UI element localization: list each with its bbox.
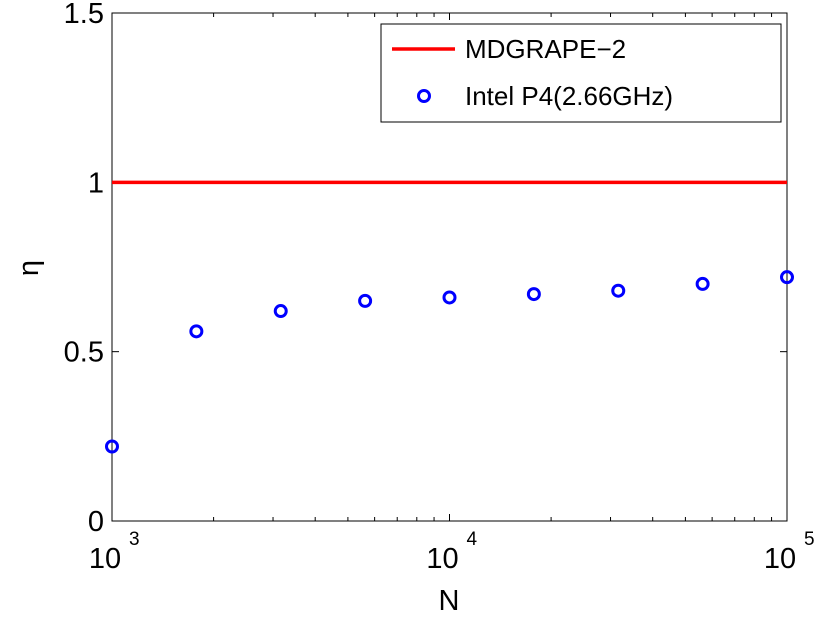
intel-p4-point xyxy=(695,276,710,291)
y-axis-label: η xyxy=(13,260,45,276)
x-tick-exponent: 5 xyxy=(804,529,815,550)
series-layer xyxy=(105,180,794,454)
x-tick-label: 10 xyxy=(89,543,121,575)
intel-p4-point xyxy=(526,287,541,302)
y-tick-label: 1.5 xyxy=(64,0,104,30)
intel-p4-point xyxy=(105,439,119,454)
axis-ticks xyxy=(111,12,788,522)
x-axis-label: N xyxy=(439,585,460,617)
axis-tick-labels: 0 0.5 1 1.5 10 3 10 4 10 5 xyxy=(64,0,815,575)
intel-p4-point xyxy=(442,290,457,305)
x-tick-exponent: 3 xyxy=(129,529,140,550)
intel-p4-point xyxy=(780,270,794,285)
legend: MDGRAPE−2 Intel P4(2.66GHz) xyxy=(380,23,782,123)
x-tick-label: 10 xyxy=(764,543,796,575)
intel-p4-point xyxy=(273,304,288,319)
y-tick-label: 0.5 xyxy=(64,337,104,369)
intel-p4-point xyxy=(189,324,204,339)
y-tick-label: 0 xyxy=(88,506,104,538)
y-tick-label: 1 xyxy=(88,167,104,199)
legend-box xyxy=(380,23,782,123)
legend-entry-label: Intel P4(2.66GHz) xyxy=(465,81,673,111)
intel-p4-point xyxy=(611,283,626,298)
x-tick-exponent: 4 xyxy=(467,529,478,550)
legend-entry-label: MDGRAPE−2 xyxy=(465,34,626,64)
x-tick-label: 10 xyxy=(426,543,458,575)
legend-swatch-marker xyxy=(417,89,431,103)
intel-p4-point xyxy=(358,293,373,308)
